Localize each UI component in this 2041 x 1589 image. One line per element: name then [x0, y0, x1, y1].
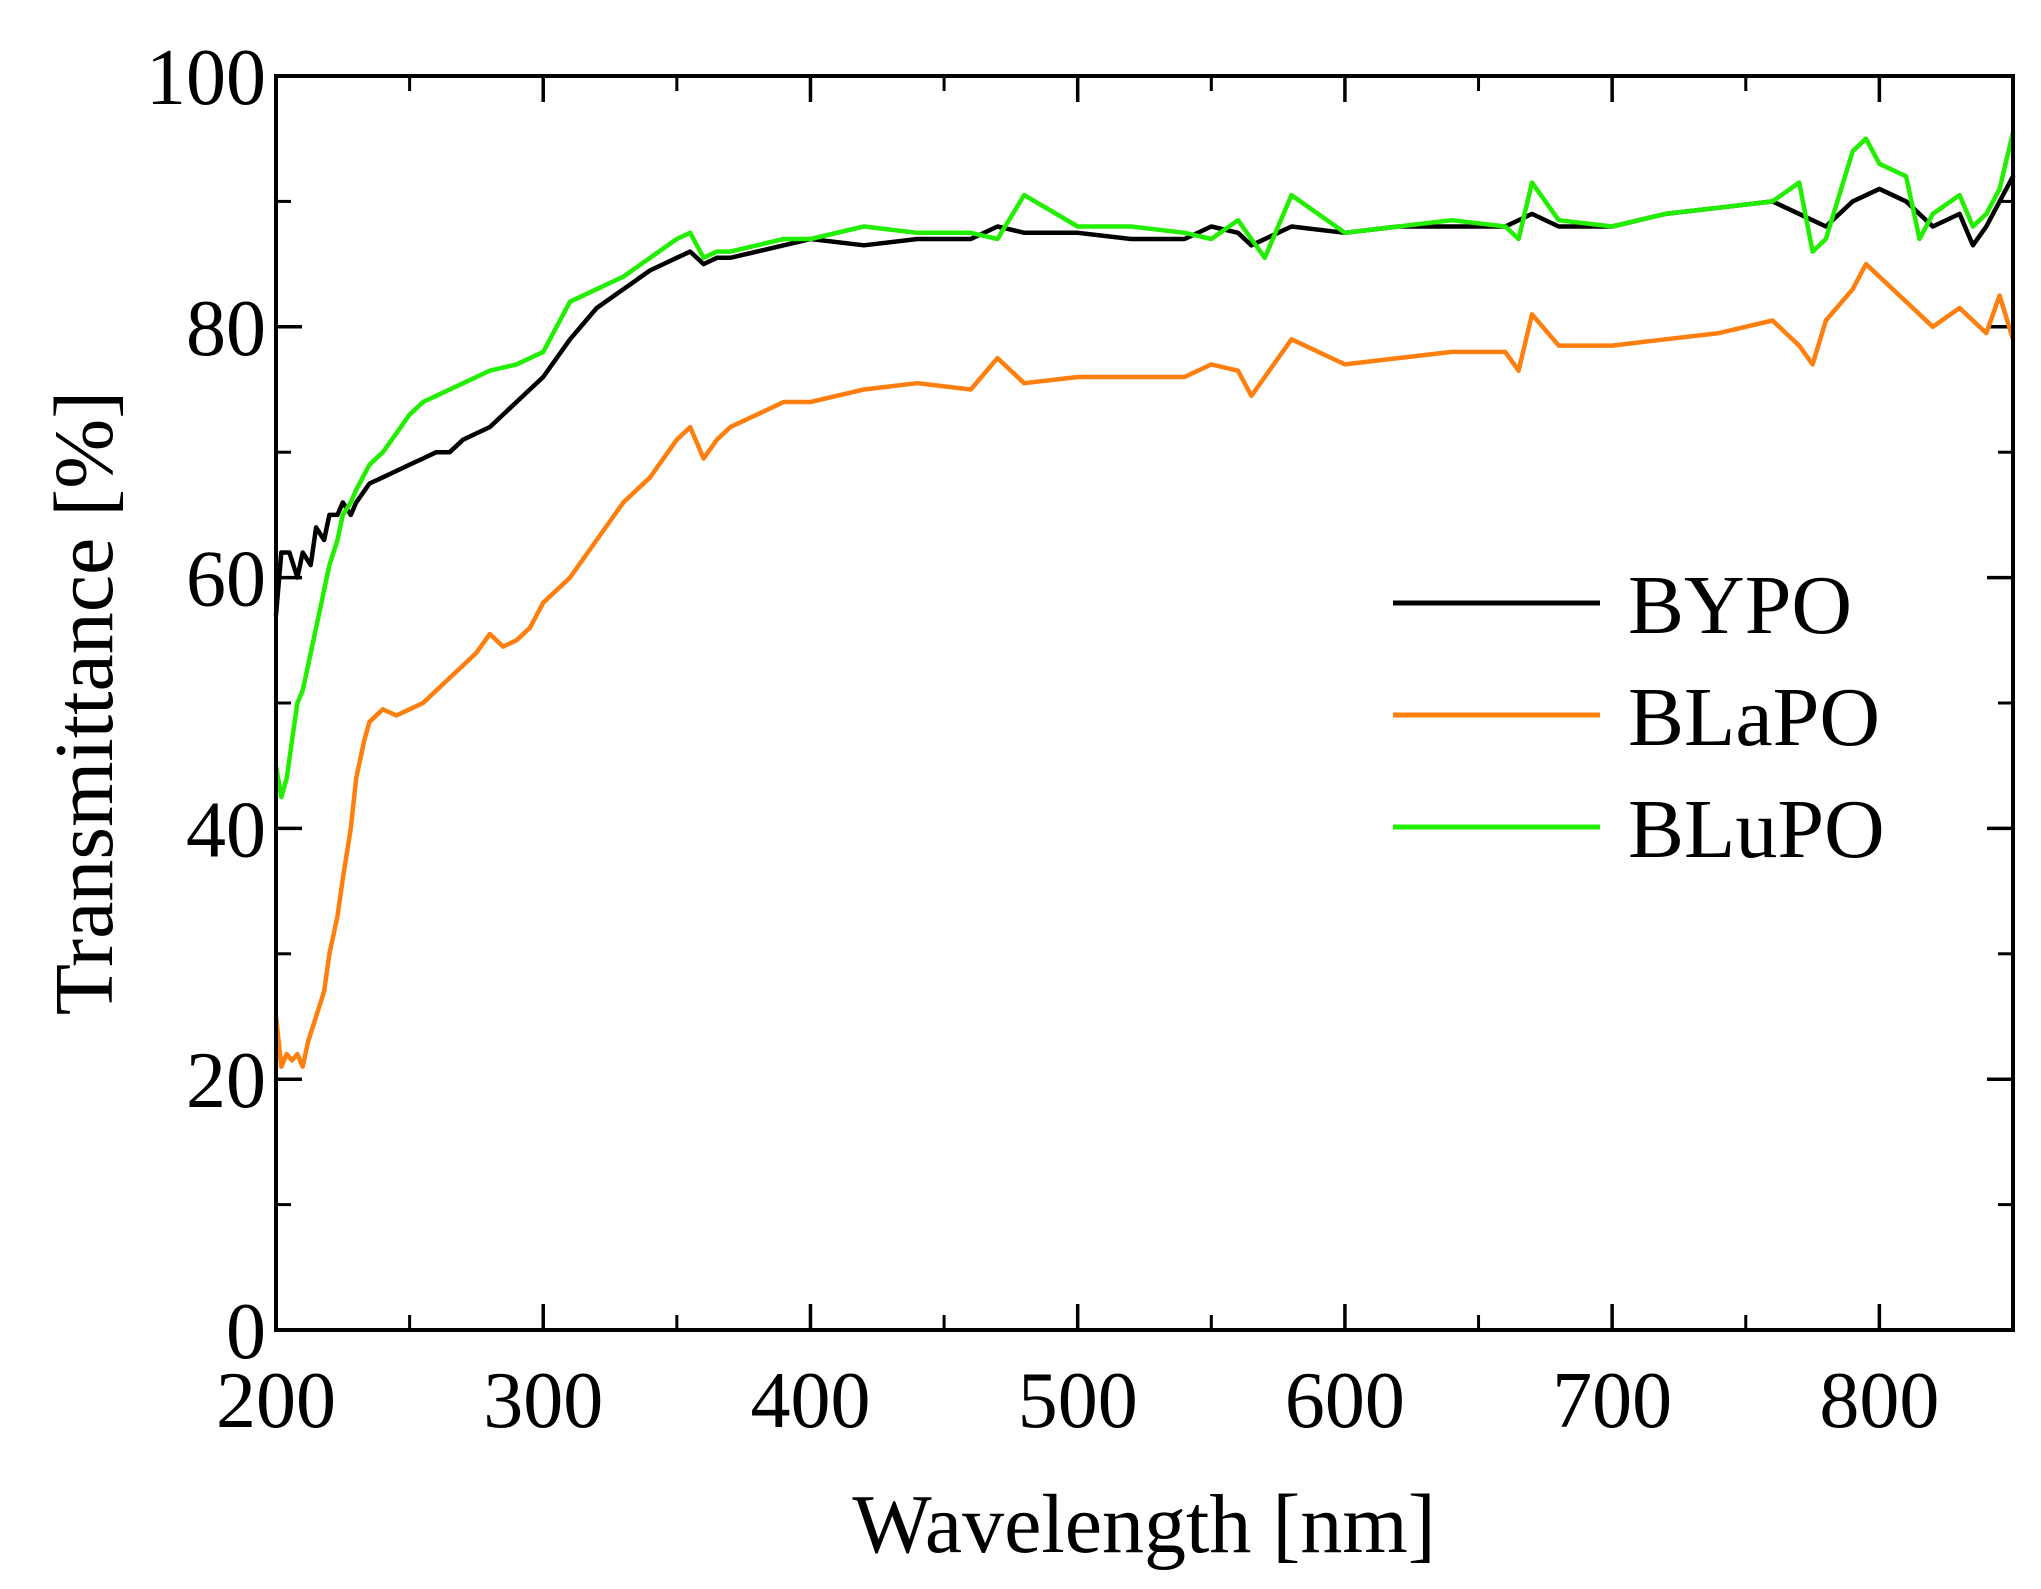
series-line-blapo	[273, 261, 2016, 1069]
plot-frame	[274, 74, 2015, 1332]
y-tick-label: 80	[186, 285, 266, 373]
y-axis-title: Transmittance [%]	[38, 391, 131, 1015]
x-tick-labels: 200 300 400 500 600 700 800	[216, 1357, 1939, 1445]
x-tick-label: 400	[750, 1357, 870, 1445]
y-tick-label: 100	[146, 34, 266, 122]
x-tick-label: 700	[1552, 1357, 1672, 1445]
legend-label-blupo: BLuPO	[1628, 783, 1885, 876]
x-axis-title: Wavelength [nm]	[852, 1478, 1435, 1571]
y-tick-label: 40	[186, 786, 266, 874]
x-tick-label: 300	[483, 1357, 603, 1445]
series-line-blupo	[273, 130, 2016, 800]
y-tick-label: 60	[186, 536, 266, 624]
series-lines	[273, 130, 2016, 1069]
series-line-bypo	[273, 174, 2016, 618]
x-tick-label: 500	[1018, 1357, 1138, 1445]
x-tick-label: 600	[1285, 1357, 1405, 1445]
x-tick-label: 800	[1819, 1357, 1939, 1445]
y-tick-label: 20	[186, 1037, 266, 1125]
legend: BYPO BLaPO BLuPO	[1393, 559, 1885, 876]
legend-label-blapo: BLaPO	[1628, 671, 1880, 764]
x-tick-label: 200	[216, 1357, 336, 1445]
legend-label-bypo: BYPO	[1628, 559, 1852, 652]
y-tick-labels: 0 20 40 60 80 100	[146, 34, 266, 1376]
y-tick-label: 0	[226, 1288, 266, 1376]
